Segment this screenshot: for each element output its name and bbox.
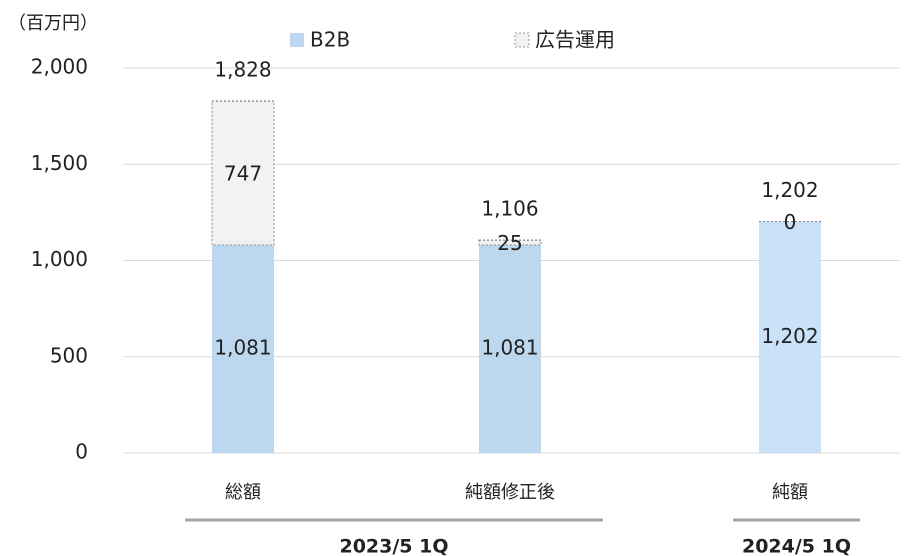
unit-label: （百万円） [8, 13, 98, 34]
value-label: 0 [784, 210, 797, 234]
value-label: 747 [224, 162, 262, 186]
value-label: 25 [497, 231, 522, 255]
bar-segment [211, 100, 275, 246]
x-tick-label: 総額 [225, 482, 261, 503]
bar-segment [479, 244, 541, 453]
total-label: 1,106 [481, 197, 538, 221]
bar-segment [759, 221, 821, 453]
group-label: 2023/5 1Q [339, 536, 448, 556]
total-label: 1,202 [761, 178, 818, 202]
y-tick-label: 0 [75, 440, 88, 464]
value-label: 1,081 [214, 335, 271, 359]
y-tick-label: 1,000 [31, 247, 88, 271]
legend-label: 広告運用 [535, 28, 615, 52]
y-tick-label: 500 [50, 343, 88, 367]
x-tick-label: 純額 [772, 482, 808, 503]
y-tick-label: 1,500 [31, 151, 88, 175]
y-tick-label: 2,000 [31, 55, 88, 79]
legend-label: B2B [310, 28, 350, 52]
bar-segment [212, 244, 274, 453]
legend-swatch [514, 32, 530, 48]
total-label: 1,828 [214, 58, 271, 82]
legend-swatch [290, 33, 304, 47]
value-label: 1,081 [481, 335, 538, 359]
group-label: 2024/5 1Q [742, 536, 851, 556]
value-label: 1,202 [761, 324, 818, 348]
bar-segment [478, 239, 542, 246]
x-tick-label: 純額修正後 [465, 482, 555, 503]
